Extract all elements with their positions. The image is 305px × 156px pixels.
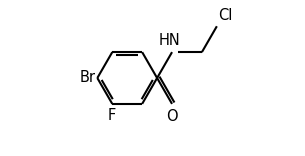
Text: F: F (107, 108, 116, 123)
Text: Br: Br (80, 71, 96, 85)
Text: HN: HN (159, 33, 181, 48)
Text: O: O (166, 109, 178, 124)
Text: Cl: Cl (218, 8, 233, 23)
